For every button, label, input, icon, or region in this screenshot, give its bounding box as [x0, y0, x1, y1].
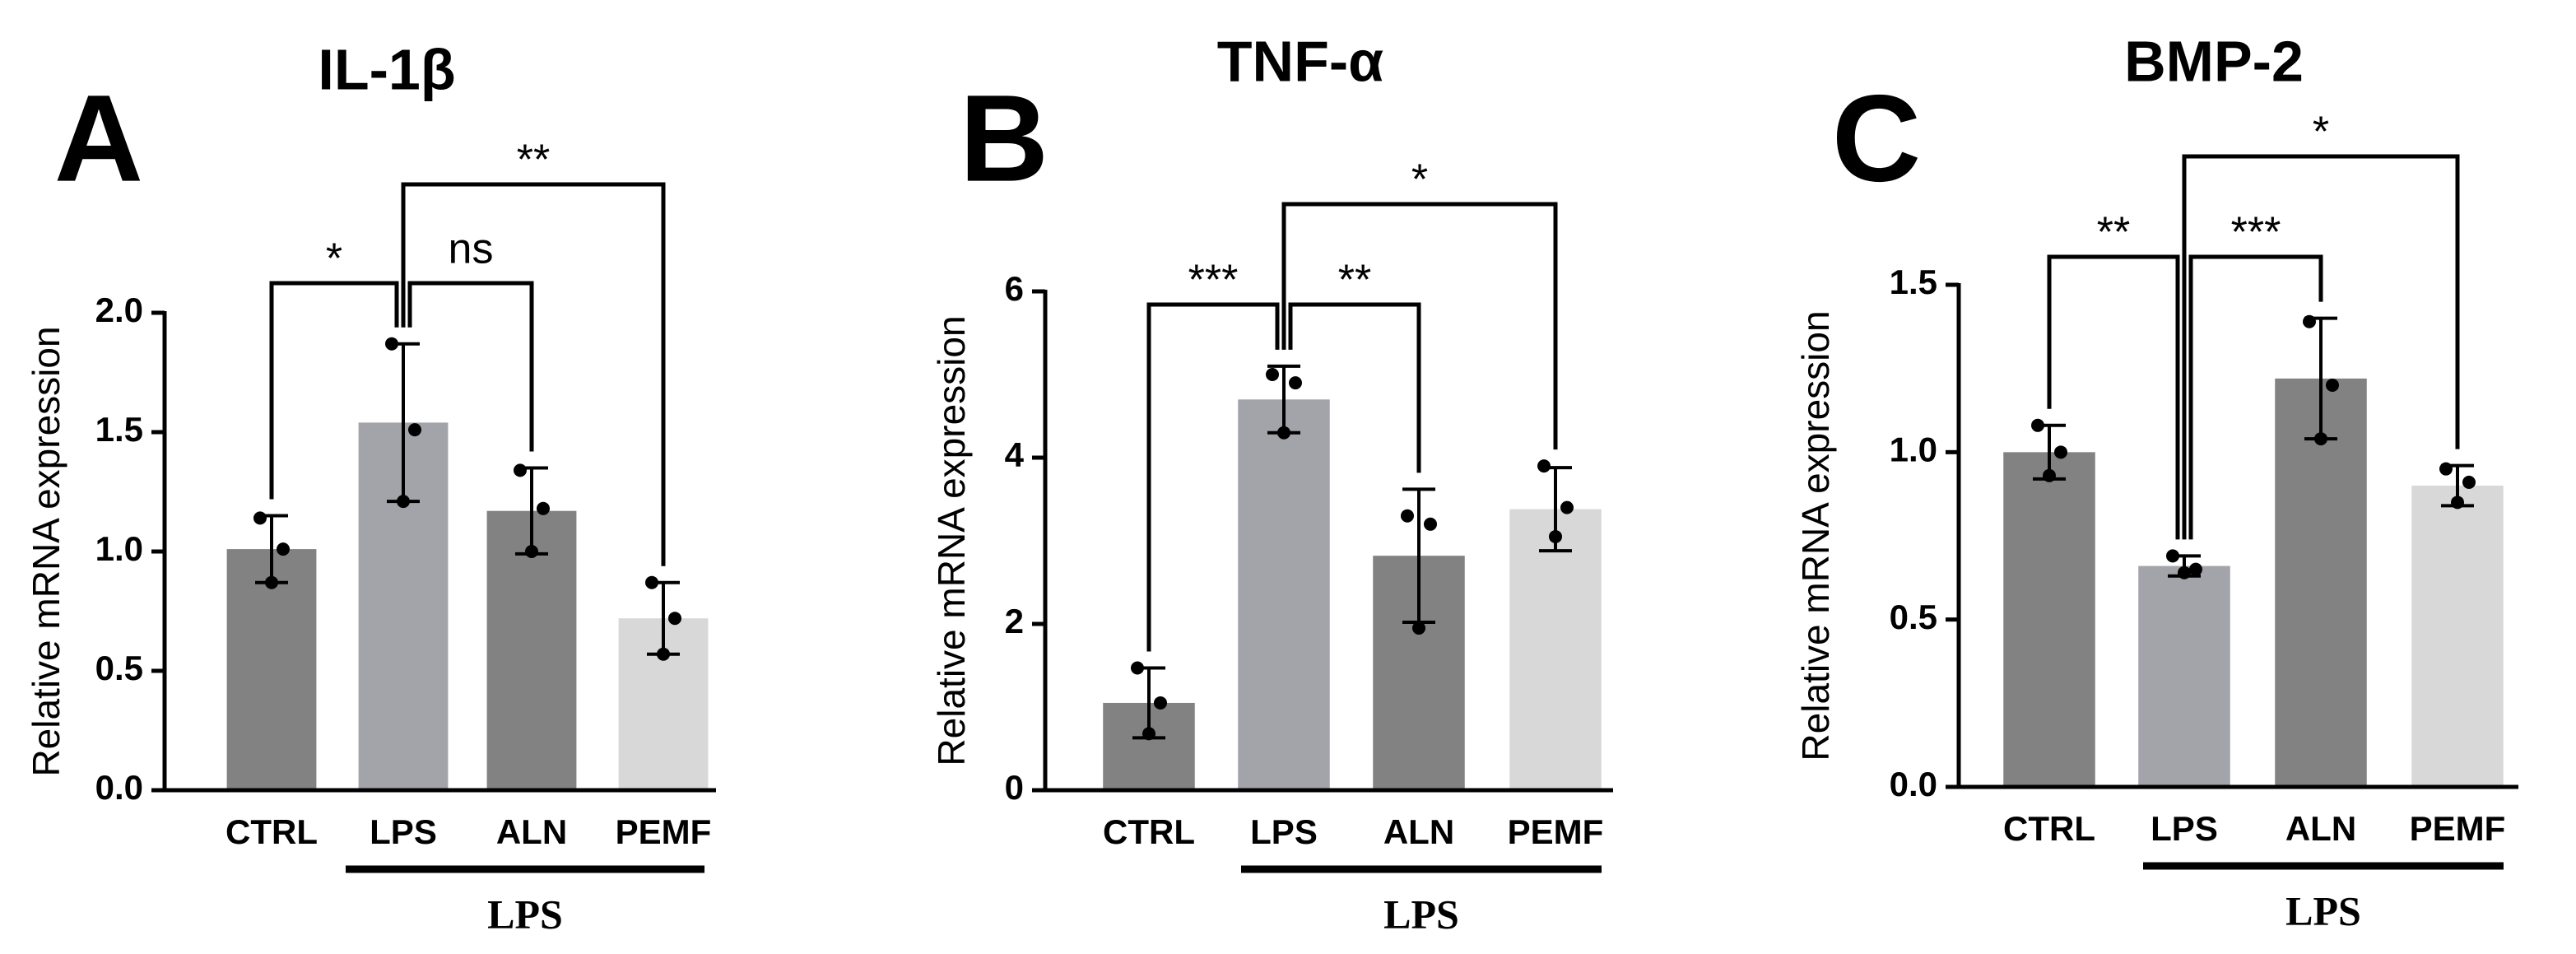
data-point: [1560, 500, 1574, 514]
bar: [2003, 452, 2095, 787]
y-tick-label: 1.5: [1890, 263, 1937, 301]
x-tick-label: LPS: [370, 812, 437, 851]
bar: [1509, 509, 1602, 790]
bar: [226, 549, 317, 790]
y-tick-label: 1.5: [95, 410, 143, 449]
data-point: [385, 337, 398, 351]
data-point: [1266, 368, 1279, 381]
panel-letter: A: [54, 69, 143, 207]
y-tick-label: 2.0: [95, 291, 143, 329]
data-point: [408, 423, 421, 437]
data-point: [1154, 696, 1167, 710]
y-tick-label: 2: [1005, 602, 1024, 640]
bar: [2138, 565, 2230, 787]
data-point: [657, 647, 670, 661]
x-tick-label: LPS: [2151, 809, 2218, 848]
chart-title: IL-1β: [318, 37, 455, 101]
y-tick-label: 0.5: [95, 649, 143, 687]
y-tick-label: 1.0: [95, 529, 143, 568]
data-point: [397, 495, 410, 509]
group-label: LPS: [487, 891, 563, 937]
significance-label: *: [2313, 109, 2329, 156]
data-point: [1142, 727, 1155, 741]
data-point: [2054, 445, 2067, 459]
significance-bracket: [1146, 302, 1280, 652]
y-axis-label: Relative mRNA expression: [25, 326, 67, 776]
significance-label: **: [1338, 257, 1371, 305]
significance-label: *: [1411, 156, 1428, 204]
significance-bracket: [269, 281, 399, 500]
x-tick-label: ALN: [2285, 809, 2356, 848]
data-point: [1289, 376, 1302, 390]
data-point: [277, 542, 290, 556]
bar: [2411, 486, 2504, 787]
significance-label: ns: [449, 226, 494, 273]
x-tick-label: PEMF: [1508, 812, 1604, 851]
significance-bracket: [2188, 254, 2323, 540]
x-tick-label: PEMF: [616, 812, 712, 851]
data-point: [265, 575, 278, 589]
data-point: [645, 575, 658, 589]
data-point: [1549, 529, 1562, 543]
data-point: [1537, 459, 1551, 473]
chart-title: TNF-α: [1217, 29, 1383, 93]
group-label: LPS: [2285, 887, 2361, 933]
y-tick-label: 0.0: [1890, 765, 1937, 803]
data-point: [525, 545, 538, 558]
panel-letter: B: [960, 69, 1049, 207]
y-axis-label: Relative mRNA expression: [1794, 310, 1837, 761]
data-point: [2326, 379, 2339, 392]
data-point: [2439, 462, 2453, 476]
significance-label: ***: [1188, 257, 1239, 305]
significance-bracket: [2182, 154, 2460, 540]
data-point: [2031, 418, 2044, 432]
significance-bracket: [1288, 302, 1421, 473]
significance-label: *: [326, 235, 342, 283]
bar: [2275, 378, 2367, 787]
data-point: [1412, 621, 1425, 635]
data-point: [514, 463, 527, 477]
y-tick-label: 6: [1005, 269, 1024, 308]
significance-bracket: [2047, 254, 2180, 540]
x-tick-label: CTRL: [226, 812, 318, 851]
data-point: [2303, 314, 2316, 328]
x-tick-label: CTRL: [2003, 809, 2095, 848]
significance-label: **: [517, 137, 550, 184]
data-point: [1131, 661, 1144, 675]
y-tick-label: 0: [1005, 768, 1024, 807]
bar: [1238, 399, 1330, 790]
significance-label: ***: [2231, 209, 2281, 257]
data-point: [2451, 496, 2464, 510]
data-point: [537, 501, 550, 515]
x-tick-label: PEMF: [2410, 809, 2506, 848]
significance-bracket: [407, 281, 534, 452]
data-point: [2166, 549, 2179, 563]
y-tick-label: 0.5: [1890, 598, 1937, 636]
y-tick-label: 4: [1005, 435, 1025, 474]
data-point: [1277, 426, 1290, 440]
x-tick-label: LPS: [1250, 812, 1318, 851]
data-point: [1424, 517, 1437, 531]
data-point: [2462, 475, 2476, 489]
data-point: [2043, 468, 2056, 482]
data-point: [2314, 432, 2327, 446]
data-point: [2178, 565, 2191, 579]
data-point: [668, 612, 681, 626]
y-axis-label: Relative mRNA expression: [930, 315, 973, 766]
data-point: [2189, 562, 2202, 576]
significance-label: **: [2097, 209, 2130, 257]
x-tick-label: ALN: [1383, 812, 1454, 851]
significance-bracket: [401, 182, 666, 566]
panel-letter: C: [1832, 69, 1921, 207]
data-point: [253, 511, 267, 525]
y-tick-label: 0.0: [95, 768, 143, 807]
y-tick-label: 1.0: [1890, 430, 1937, 468]
x-tick-label: CTRL: [1103, 812, 1195, 851]
x-tick-label: ALN: [496, 812, 567, 851]
chart-title: BMP-2: [2124, 29, 2304, 93]
significance-bracket: [1281, 202, 1558, 450]
group-label: LPS: [1383, 891, 1459, 937]
data-point: [1401, 509, 1414, 523]
